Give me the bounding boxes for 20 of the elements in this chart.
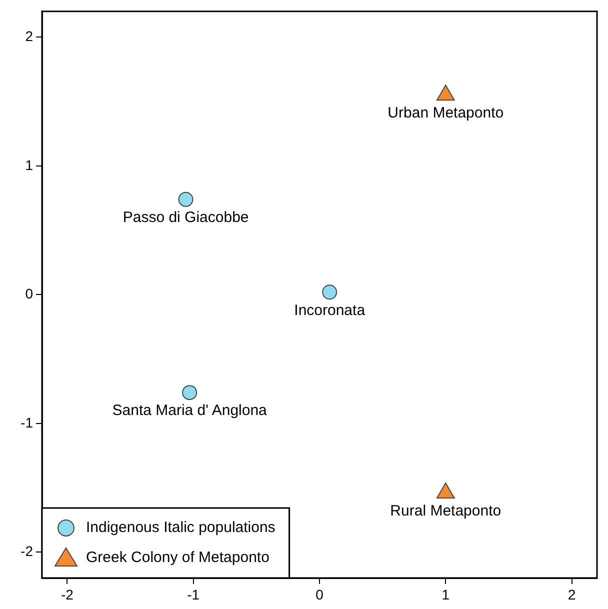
legend-label: Greek Colony of Metaponto [86,549,270,566]
x-tick-label: 0 [316,586,324,602]
annotation: Rural Metaponto [390,502,502,520]
x-tick-label: -2 [61,586,74,602]
y-tick-label: -1 [20,414,34,430]
x-tick-label: -1 [187,586,200,602]
y-tick-label: 1 [25,156,34,173]
annotation: Santa Maria d' Anglona [112,402,268,420]
annotation: Incoronata [294,302,366,319]
y-tick-label: 0 [25,286,34,302]
x-tick-label: 1 [442,586,450,602]
legend-label: Indigenous Italic populations [86,519,276,536]
x-tick-label: 2 [568,586,576,602]
point [182,385,198,400]
point [178,192,194,207]
y-tick-label: -2 [20,543,34,560]
point [322,284,338,300]
annotation: Passo di Giacobbe [122,209,249,226]
y-tick-label: 2 [25,28,34,44]
annotation: Urban Metaponto [388,104,504,122]
